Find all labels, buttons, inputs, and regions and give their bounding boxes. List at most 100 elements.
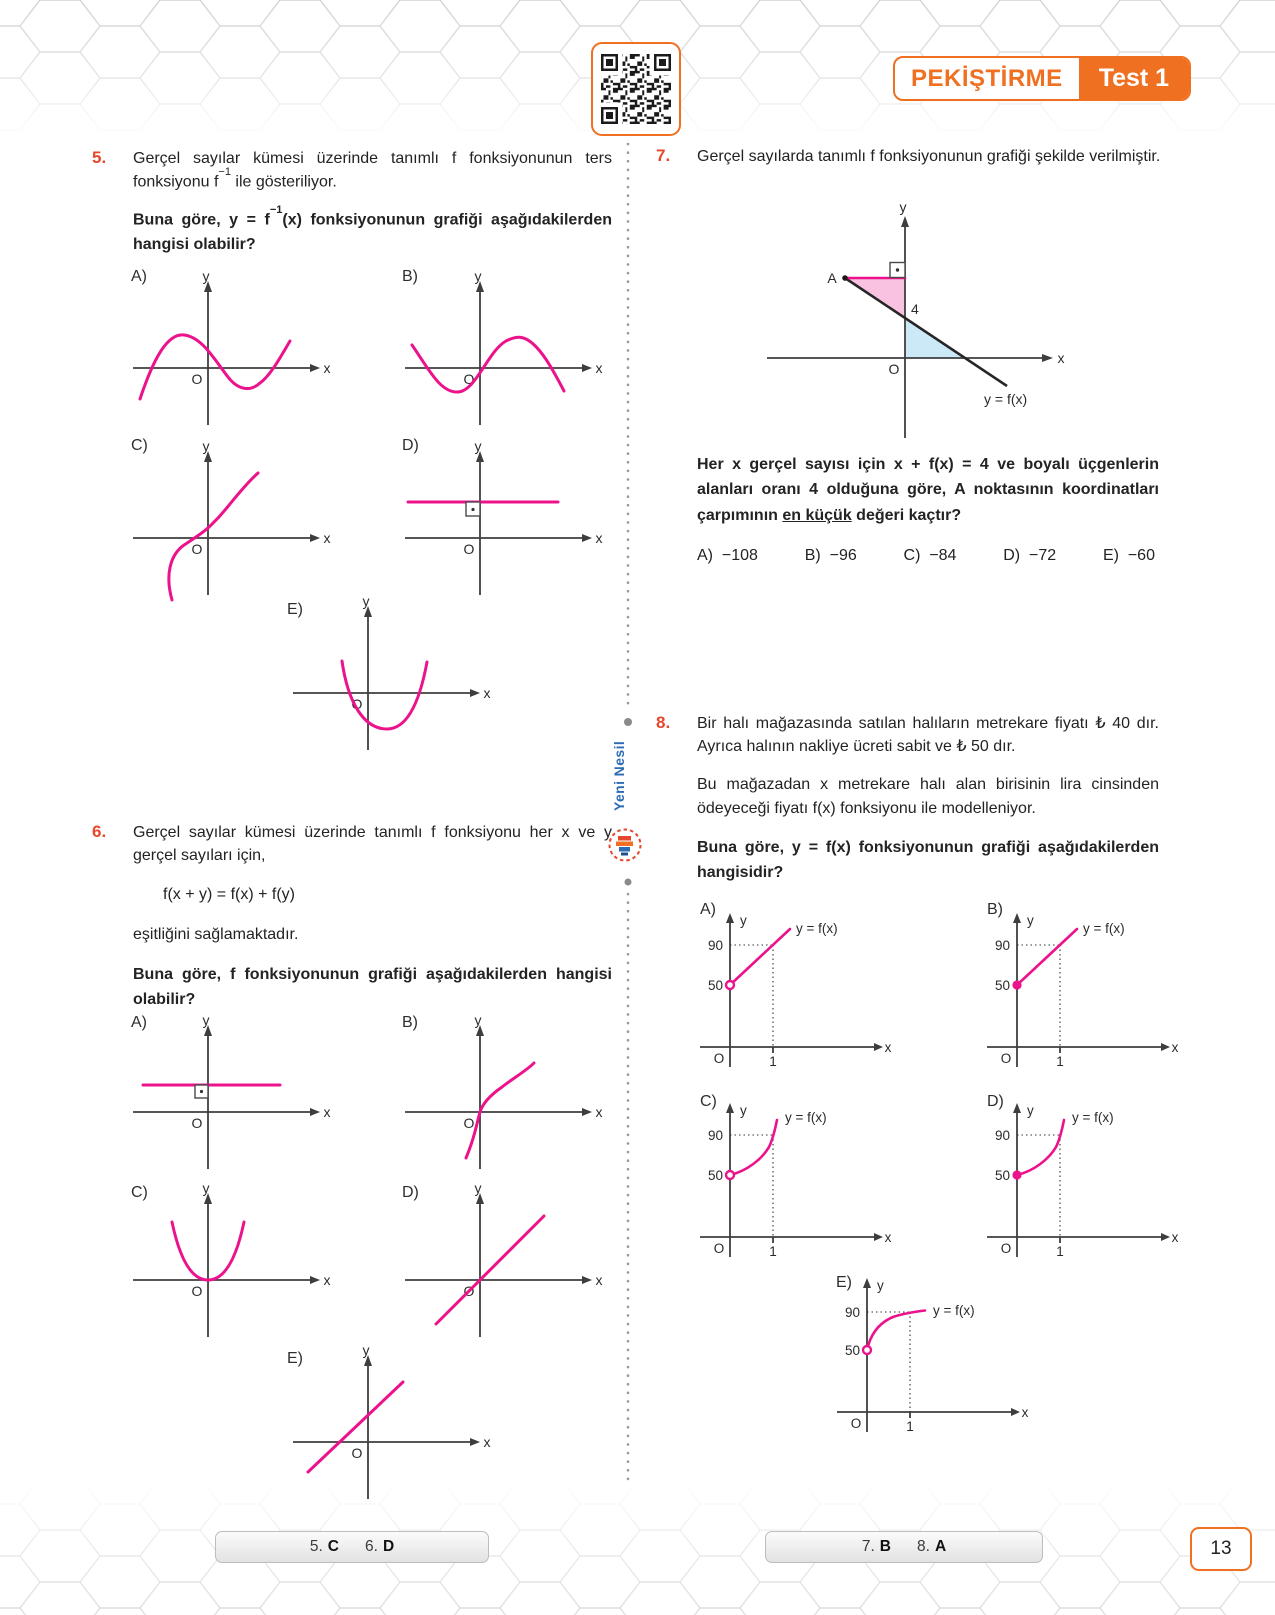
- x-axis-label: x: [324, 1104, 331, 1120]
- brand-logo-bar-navy: [621, 852, 628, 856]
- function-label: y = f(x): [785, 1110, 827, 1125]
- q8-graph-a: y x O 1 90 50 y = f(x): [700, 913, 892, 1069]
- x-axis-label: x: [324, 1272, 331, 1288]
- brand-logo-bar-red: [618, 836, 631, 841]
- axes: y x O 1 90 50: [700, 913, 892, 1069]
- q6-option-d-letter: D): [402, 1184, 419, 1201]
- origin-label: O: [192, 371, 203, 387]
- curve-increasing-s: [167, 471, 260, 602]
- y-tick-50: 50: [845, 1343, 860, 1358]
- q6-paragraph-1: Gerçel sayılar kümesi üzerinde tanımlı f…: [133, 824, 612, 865]
- origin-label: O: [352, 1445, 363, 1461]
- open-endpoint: [724, 1169, 736, 1181]
- q6-graph-e: y x O: [293, 1342, 491, 1499]
- x-axis-label: x: [1172, 1040, 1179, 1055]
- q5-option-b-letter: B): [402, 268, 418, 285]
- q8-question-bold: Buna göre, y = f(x) fonksiyonunun grafiğ…: [697, 838, 1159, 882]
- q8-graph-d: y x O 1 90 50 y = f(x): [987, 1103, 1179, 1259]
- q5-question-bold: Buna göre, y = f−1(x) fonksiyonunun graf…: [133, 203, 612, 254]
- x-tick-1: 1: [1056, 1054, 1064, 1069]
- y-tick-90: 90: [708, 938, 723, 953]
- y-axis-label: y: [203, 1012, 210, 1028]
- origin-label: O: [1001, 1241, 1012, 1256]
- q5-number: 5.: [92, 148, 107, 167]
- y-tick-50: 50: [708, 978, 723, 993]
- origin-label: O: [464, 1115, 475, 1131]
- y-axis-label: y: [203, 1180, 210, 1196]
- axes: y x O 1 90 50: [987, 1103, 1179, 1259]
- function-label: y = f(x): [984, 391, 1027, 407]
- axes: y x O: [405, 438, 603, 595]
- q6-paragraph-2: eşitliğini sağlamaktadır.: [133, 925, 299, 943]
- right-angle-dot: [895, 268, 900, 272]
- q6-option-b-letter: B): [402, 1014, 418, 1031]
- q7-option-e: E) −60: [1102, 547, 1155, 564]
- origin-label: O: [714, 1051, 725, 1066]
- q6-graph-a: y x O: [133, 1012, 331, 1169]
- axes: y x O: [405, 1012, 603, 1169]
- q5-option-d-letter: D): [402, 437, 419, 454]
- q8-number: 8.: [656, 713, 671, 732]
- x-axis-label: x: [596, 1272, 603, 1288]
- curve-line: [1015, 927, 1079, 987]
- y-tick-50: 50: [995, 1168, 1010, 1183]
- q7-option-c: C) −84: [903, 547, 957, 564]
- q6-text: Gerçel sayılar kümesi üzerinde tanımlı f…: [133, 821, 612, 1025]
- answer-6: 6. D: [365, 1538, 395, 1555]
- y-axis-label: y: [877, 1278, 884, 1293]
- x-axis-label: x: [1022, 1405, 1029, 1420]
- axes: y x O 1 90 50: [837, 1278, 1029, 1434]
- origin-label: O: [889, 361, 900, 377]
- answer-bar-left: 5. C 6. D: [215, 1531, 489, 1563]
- right-angle-dot: [471, 507, 475, 512]
- axes: y x O 1 90 50: [987, 913, 1179, 1069]
- q7-paragraph: Gerçel sayılarda tanımlı f fonksiyonunun…: [697, 148, 1161, 165]
- answer-bar-right: 7. B 8. A: [765, 1531, 1043, 1563]
- y-axis-label: y: [203, 268, 210, 284]
- divider-dot-upper: [624, 718, 632, 726]
- y-axis-label: y: [740, 1103, 747, 1118]
- y-axis-label: y: [475, 1012, 482, 1028]
- x-axis-label: x: [596, 360, 603, 376]
- function-label: y = f(x): [1083, 921, 1125, 936]
- axes: y x O: [133, 438, 331, 595]
- divider-dot-lower: [624, 878, 632, 886]
- answer-5: 5. C: [309, 1538, 339, 1555]
- x-axis-label: x: [596, 530, 603, 546]
- x-axis-label: x: [1172, 1230, 1179, 1245]
- q7-question-bold: Her x gerçel sayısı için x + f(x) = 4 ve…: [697, 456, 1159, 524]
- function-label: y = f(x): [933, 1303, 975, 1318]
- q8-option-c-letter: C): [700, 1093, 717, 1110]
- q8-text: Bir halı mağazasında satılan halıların m…: [697, 712, 1159, 898]
- q6-graph-b: y x O: [405, 1012, 603, 1169]
- y-tick-90: 90: [708, 1128, 723, 1143]
- header-badge: PEKİŞTİRME Test 1: [893, 56, 1192, 101]
- q7-option-d: D) −72: [1003, 547, 1057, 564]
- curve-convex: [1015, 1118, 1066, 1177]
- function-line: [844, 276, 1008, 388]
- x-axis-label: x: [324, 360, 331, 376]
- answer-8: 8. A: [917, 1538, 947, 1555]
- q5-text: Gerçel sayılar kümesi üzerinde tanımlı f…: [133, 147, 612, 271]
- q7-underlined: en küçük: [782, 506, 852, 524]
- origin-label: O: [192, 1283, 203, 1299]
- x-tick-1: 1: [906, 1419, 914, 1434]
- q6-option-a-letter: A): [131, 1014, 147, 1031]
- q6-question-bold: Buna göre, f fonksiyonunun grafiği aşağı…: [133, 965, 612, 1009]
- x-axis-label: x: [1058, 350, 1065, 366]
- origin-label: O: [714, 1241, 725, 1256]
- point-a-label: A: [827, 270, 837, 286]
- filled-endpoint: [1012, 980, 1022, 990]
- curve-concave: [865, 1309, 927, 1352]
- column-divider: [624, 142, 632, 1484]
- x-axis-label: x: [484, 685, 491, 701]
- q5-graph-a: y x O: [133, 268, 331, 425]
- brand-label: Yeni Nesil: [611, 740, 627, 812]
- function-label: y = f(x): [1072, 1110, 1114, 1125]
- axes: y x O: [293, 593, 491, 750]
- y-axis-label: y: [363, 1342, 370, 1358]
- q8-paragraph-1: Bir halı mağazasında satılan halıların m…: [697, 715, 1159, 756]
- y-axis-label: y: [1027, 913, 1034, 928]
- brand-logo: [608, 828, 642, 862]
- axes: y x O 1 90 50: [700, 1103, 892, 1259]
